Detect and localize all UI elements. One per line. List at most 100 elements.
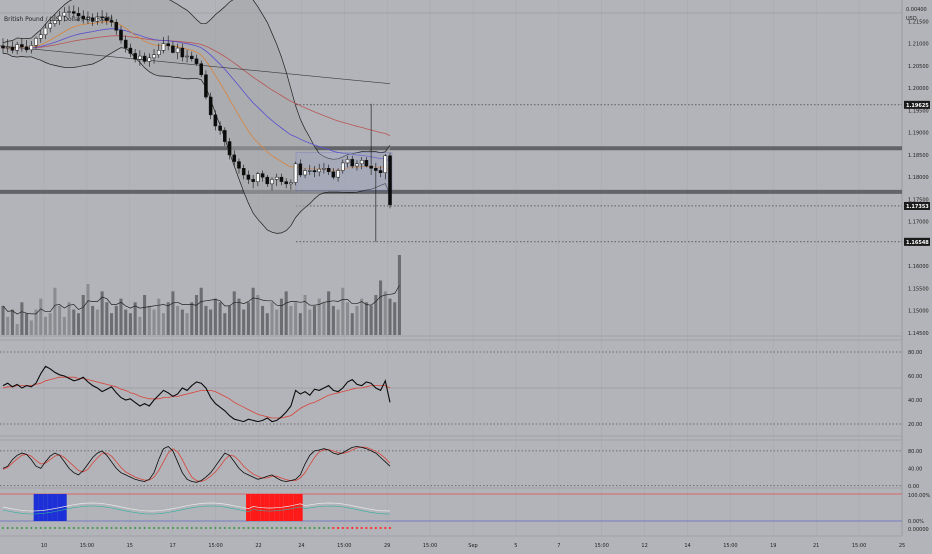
squeeze-dot-green bbox=[242, 526, 245, 530]
squeeze-dot-green bbox=[185, 526, 189, 530]
time-axis-label: 12 bbox=[641, 543, 647, 549]
candle-body bbox=[298, 163, 303, 176]
volume-bar bbox=[180, 309, 184, 335]
squeeze-dot-green bbox=[247, 526, 250, 530]
support-resistance-band bbox=[0, 146, 902, 151]
time-axis-label: 15:00 bbox=[337, 543, 351, 549]
squeeze-dot-green bbox=[195, 526, 198, 530]
volume-bar bbox=[345, 302, 350, 335]
volume-bar bbox=[223, 313, 227, 335]
volume-bar bbox=[369, 305, 373, 335]
volume-bar bbox=[110, 313, 114, 335]
squeeze-dot-green bbox=[72, 526, 75, 530]
volume-bar bbox=[279, 298, 283, 335]
candle-body bbox=[270, 179, 274, 185]
squeeze-dot-green bbox=[49, 526, 52, 530]
squeeze-dot-green bbox=[171, 526, 175, 530]
time-axis-label: 21 bbox=[813, 543, 819, 549]
bollinger-lower-line bbox=[2, 47, 391, 234]
volume-bar bbox=[256, 295, 260, 335]
time-axis-label: 25 bbox=[899, 543, 905, 549]
squeeze-dot-green bbox=[138, 526, 141, 530]
volume-bar bbox=[331, 305, 335, 335]
squeeze-dot-red bbox=[336, 526, 340, 530]
volume-bar bbox=[95, 309, 99, 335]
volume-bar bbox=[261, 305, 265, 335]
volume-bar bbox=[204, 305, 208, 335]
candle-body bbox=[156, 50, 161, 55]
volume-bar bbox=[270, 302, 274, 335]
time-axis-label: 10 bbox=[41, 543, 47, 549]
candle-body bbox=[152, 54, 156, 59]
volume-bar bbox=[265, 313, 269, 335]
candle-body bbox=[53, 20, 57, 24]
squeeze-dot-red bbox=[355, 526, 359, 530]
squeeze-dot-green bbox=[1, 526, 5, 530]
candle-body bbox=[359, 160, 364, 165]
squeeze-dot-green bbox=[233, 526, 236, 530]
price-tick-label: 1.18000 bbox=[908, 175, 929, 181]
candle-body bbox=[383, 155, 388, 173]
time-axis-label: 24 bbox=[298, 543, 304, 549]
candle-body bbox=[67, 11, 71, 13]
squeeze-dot-red bbox=[384, 526, 387, 530]
volume-bar bbox=[213, 298, 217, 335]
squeeze-dot-green bbox=[261, 526, 264, 530]
time-axis-label: 15:00 bbox=[423, 543, 437, 549]
candle-body bbox=[232, 154, 237, 162]
volume-bar bbox=[124, 309, 128, 335]
volume-bar bbox=[355, 305, 359, 335]
squeeze-red-bar bbox=[246, 494, 251, 521]
rsi-tick-label: 60.00 bbox=[908, 374, 922, 380]
candle-body bbox=[72, 11, 76, 14]
candle-body bbox=[10, 46, 15, 51]
time-axis-label: 15:00 bbox=[594, 543, 608, 549]
volume-bar bbox=[143, 295, 147, 335]
time-axis-label: Sep bbox=[468, 543, 477, 549]
candle-body bbox=[1, 45, 5, 49]
currency-label: USD bbox=[906, 16, 917, 22]
candle-body bbox=[213, 114, 218, 127]
price-tick-label: 1.21000 bbox=[908, 42, 929, 48]
price-tick-label: 1.18500 bbox=[908, 153, 929, 159]
volume-bar bbox=[114, 305, 118, 335]
candle-body bbox=[24, 46, 29, 51]
top-readout: 0.00400 bbox=[906, 7, 927, 13]
squeeze-blue-bar bbox=[38, 494, 44, 521]
squeeze-dot-green bbox=[148, 526, 151, 530]
volume-bar bbox=[242, 309, 246, 335]
squeeze-dot-green bbox=[214, 526, 217, 530]
squeeze-dot-green bbox=[190, 526, 193, 530]
volume-bar bbox=[218, 302, 222, 335]
rsi-tick-label: 20.00 bbox=[908, 422, 922, 428]
squeeze-dot-red bbox=[379, 526, 382, 530]
volume-bar bbox=[20, 302, 24, 335]
candle-body bbox=[350, 159, 355, 167]
candle-body bbox=[105, 17, 109, 21]
squeeze-dot-green bbox=[34, 526, 38, 530]
squeeze-dot-green bbox=[266, 526, 269, 530]
volume-bar bbox=[105, 302, 109, 335]
squeeze-momentum-line bbox=[2, 502, 391, 512]
stoch-tick-label: 0.00 bbox=[908, 484, 919, 490]
candle-body bbox=[34, 38, 38, 46]
stoch-tick-label: 40.00 bbox=[908, 466, 922, 472]
candle-body bbox=[364, 160, 369, 167]
candle-body bbox=[57, 15, 62, 21]
squeeze-blue-bar bbox=[47, 494, 53, 521]
volume-bar bbox=[6, 316, 10, 335]
volume-bar bbox=[48, 313, 52, 335]
price-tick-label: 1.17500 bbox=[908, 197, 929, 203]
squeeze-dot-green bbox=[119, 526, 123, 530]
volume-bar bbox=[199, 287, 203, 335]
volume-bar bbox=[374, 295, 378, 335]
candle-body bbox=[29, 45, 34, 51]
stoch-k-line bbox=[2, 446, 391, 483]
volume-bar bbox=[383, 291, 387, 335]
volume-bar bbox=[190, 302, 194, 335]
candle-body bbox=[90, 17, 95, 22]
squeeze-dot-green bbox=[280, 526, 283, 530]
squeeze-dot-green bbox=[86, 526, 90, 530]
